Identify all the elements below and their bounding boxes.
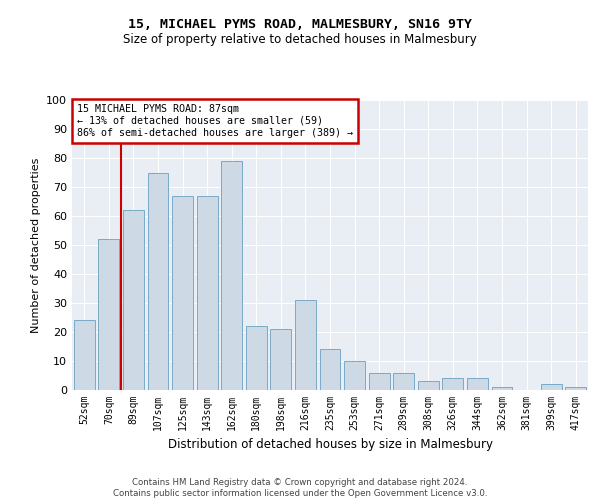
Bar (541, 384, 562, 390)
Bar (344, 361, 365, 390)
Text: Size of property relative to detached houses in Malmesbury: Size of property relative to detached ho… (123, 32, 477, 46)
Y-axis label: Number of detached properties: Number of detached properties (31, 158, 41, 332)
Bar (123, 210, 144, 390)
Bar (442, 378, 463, 390)
Text: 15 MICHAEL PYMS ROAD: 87sqm
← 13% of detached houses are smaller (59)
86% of sem: 15 MICHAEL PYMS ROAD: 87sqm ← 13% of det… (77, 104, 353, 138)
Bar (172, 196, 193, 390)
Bar (418, 382, 439, 390)
Bar (393, 372, 414, 390)
Bar (98, 239, 119, 390)
Bar (320, 350, 340, 390)
Bar (271, 329, 292, 390)
Bar (565, 387, 586, 390)
Bar (368, 372, 389, 390)
Bar (148, 172, 169, 390)
Bar (221, 161, 242, 390)
Bar (246, 326, 267, 390)
Text: 15, MICHAEL PYMS ROAD, MALMESBURY, SN16 9TY: 15, MICHAEL PYMS ROAD, MALMESBURY, SN16 … (128, 18, 472, 30)
Bar (295, 300, 316, 390)
Bar (491, 387, 512, 390)
Bar (74, 320, 95, 390)
Bar (197, 196, 218, 390)
X-axis label: Distribution of detached houses by size in Malmesbury: Distribution of detached houses by size … (167, 438, 493, 452)
Text: Contains HM Land Registry data © Crown copyright and database right 2024.
Contai: Contains HM Land Registry data © Crown c… (113, 478, 487, 498)
Bar (467, 378, 488, 390)
